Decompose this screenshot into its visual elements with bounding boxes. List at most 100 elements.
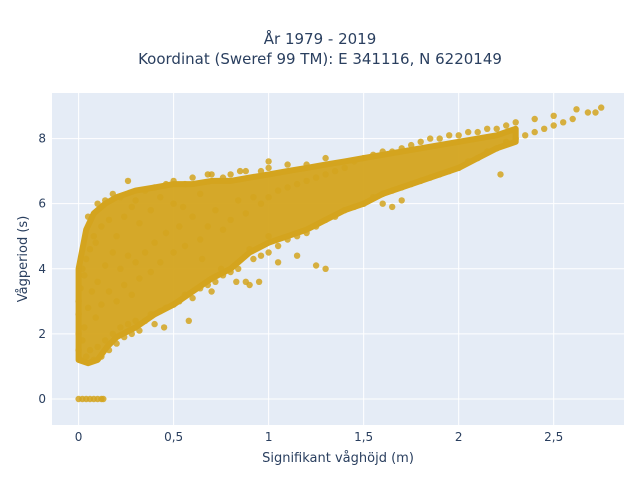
data-point (170, 177, 177, 185)
data-points (75, 104, 605, 403)
data-point (105, 216, 113, 224)
data-point (86, 246, 94, 253)
data-point (77, 356, 84, 364)
x-axis-label: Signifikant våghöjd (m) (262, 451, 414, 466)
data-point (102, 262, 109, 269)
data-point (560, 119, 567, 126)
data-point (398, 197, 405, 204)
data-point (212, 278, 219, 285)
data-point (132, 197, 139, 204)
data-point (117, 194, 124, 201)
data-point (250, 194, 257, 201)
data-point (493, 125, 500, 132)
data-point (274, 242, 282, 250)
data-point (512, 119, 519, 126)
data-point (592, 109, 599, 116)
data-point (197, 236, 204, 243)
data-point (204, 281, 211, 289)
data-point (227, 216, 234, 224)
data-point (370, 151, 377, 158)
data-point (522, 132, 529, 139)
data-point (550, 112, 557, 120)
data-point (417, 138, 424, 145)
data-point (100, 395, 107, 403)
data-point (217, 265, 225, 272)
data-point (204, 223, 211, 230)
data-point (189, 174, 196, 181)
data-point (185, 317, 192, 324)
data-point (84, 304, 92, 311)
data-point (157, 307, 164, 315)
data-point (136, 327, 143, 334)
y-tick-label: 4 (38, 262, 46, 276)
data-point (379, 200, 386, 207)
data-point (379, 190, 386, 198)
data-point (94, 343, 101, 351)
data-point (75, 346, 82, 354)
data-point (474, 128, 481, 136)
data-point (151, 184, 158, 191)
data-point (398, 145, 405, 152)
data-point (219, 272, 227, 279)
data-point (246, 281, 253, 289)
data-point (181, 242, 189, 250)
x-tick-label: 2 (455, 430, 463, 444)
data-point (265, 233, 272, 240)
x-tick-label: 2,5 (544, 430, 563, 444)
data-point (465, 128, 472, 136)
data-point (436, 171, 443, 178)
data-point (360, 154, 367, 162)
data-point (227, 268, 234, 276)
data-point (121, 213, 128, 220)
data-point (455, 164, 462, 172)
data-point (242, 210, 249, 217)
data-point (417, 177, 424, 185)
data-point (113, 233, 120, 240)
data-point (81, 272, 88, 279)
data-point (128, 330, 135, 338)
data-point (257, 252, 265, 259)
data-point (427, 135, 434, 142)
data-point (246, 246, 253, 253)
data-point (322, 216, 329, 224)
data-point (493, 145, 500, 152)
data-point (128, 291, 135, 298)
data-point (151, 320, 158, 328)
data-point (573, 106, 580, 113)
data-point (170, 200, 177, 207)
data-point (94, 200, 101, 207)
data-point (541, 125, 548, 132)
data-point (303, 161, 310, 168)
data-point (176, 298, 183, 305)
data-point (219, 226, 227, 233)
data-point (88, 288, 96, 295)
data-point (360, 200, 367, 207)
data-point (293, 180, 301, 188)
data-point (124, 320, 132, 328)
data-point (83, 353, 90, 360)
data-point (398, 184, 405, 191)
data-point (389, 203, 396, 211)
data-point (141, 249, 149, 256)
x-tick-label: 1,5 (354, 430, 373, 444)
data-point (117, 265, 124, 272)
data-point (436, 135, 443, 142)
data-point (121, 333, 128, 341)
data-point (512, 135, 519, 142)
data-point (293, 233, 301, 240)
data-point (75, 311, 82, 318)
data-point (79, 337, 86, 344)
data-point (274, 187, 282, 194)
data-point (484, 148, 491, 155)
data-point (136, 220, 143, 227)
data-point (198, 255, 206, 263)
chart-subtitle: Koordinat (Sweref 99 TM): E 341116, N 62… (138, 50, 502, 68)
data-point (293, 252, 301, 259)
data-point (189, 294, 196, 302)
data-point (124, 177, 132, 185)
data-point (92, 239, 99, 246)
data-point (257, 200, 265, 207)
data-point (503, 138, 510, 145)
data-point (117, 324, 124, 331)
y-tick-label: 6 (38, 197, 46, 211)
